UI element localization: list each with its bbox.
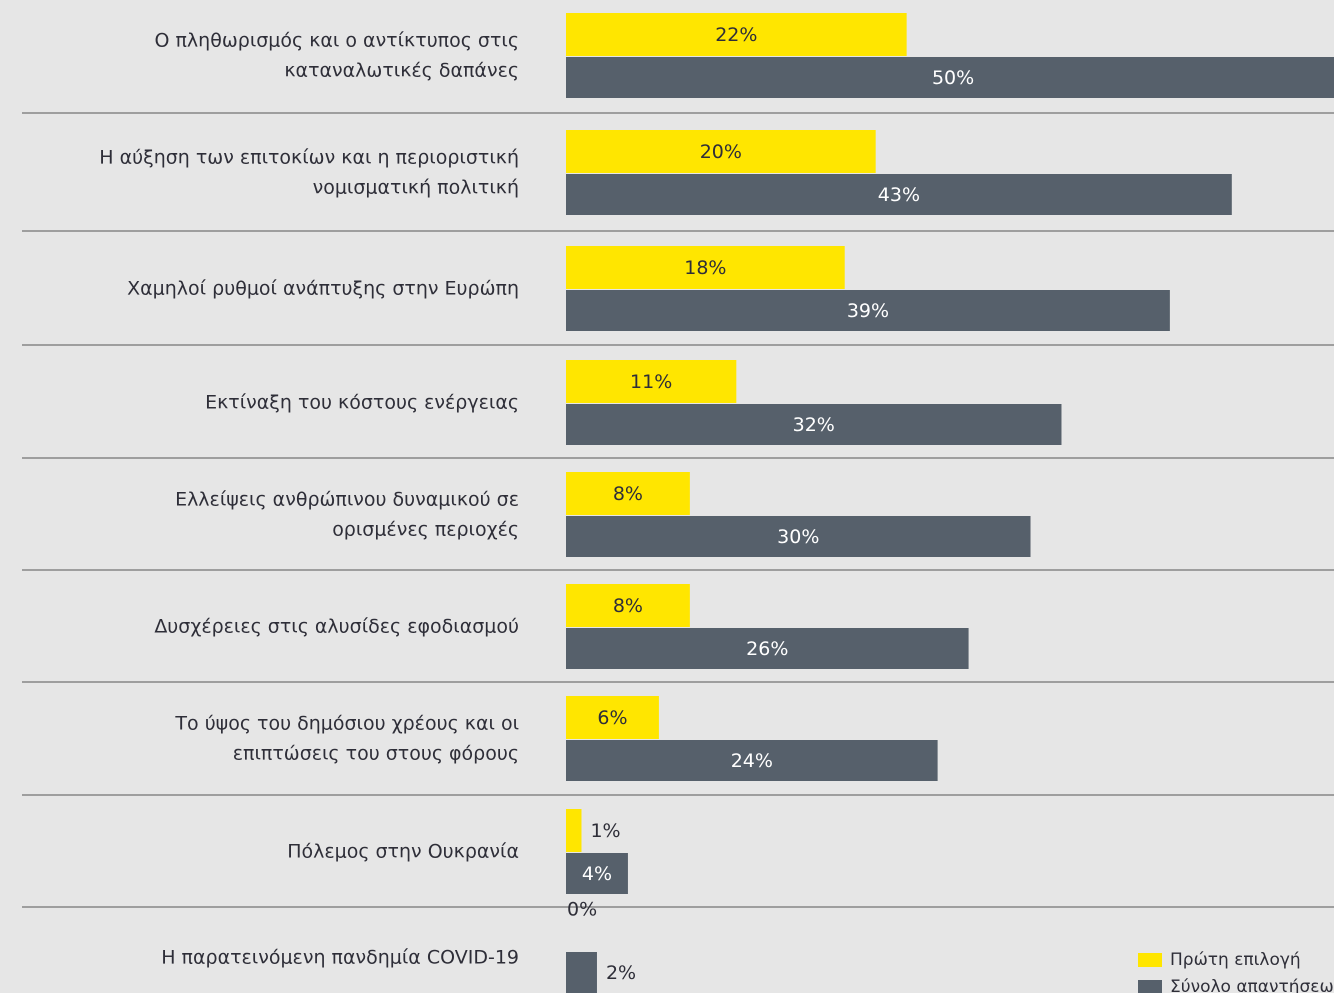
category-label: Η αύξηση των επιτοκίων και η περιοριστικ…: [99, 147, 519, 169]
value-label: 39%: [847, 300, 889, 322]
value-label: 26%: [746, 638, 788, 660]
bar: [566, 57, 1334, 98]
bar: [566, 174, 1232, 215]
bar: [566, 628, 969, 669]
value-label: 18%: [684, 257, 726, 279]
value-label: 43%: [878, 184, 920, 206]
bar: [566, 13, 907, 56]
category-label: νομισματική πολιτική: [313, 177, 519, 199]
value-label: 20%: [700, 141, 742, 163]
value-label: 1%: [590, 820, 620, 842]
value-label: 30%: [777, 526, 819, 548]
value-label: 2%: [606, 962, 636, 984]
category-label: Πόλεμος στην Ουκρανία: [287, 841, 519, 863]
category-label: Η παρατεινόμενη πανδημία COVID-19: [161, 947, 519, 969]
legend-label: Πρώτη επιλογή: [1170, 950, 1301, 970]
bar: [566, 516, 1031, 557]
bar: [566, 740, 938, 781]
category-label: Το ύψος του δημόσιου χρέους και οι: [174, 713, 519, 735]
value-label: 11%: [630, 371, 672, 393]
category-label: επιπτώσεις του στους φόρους: [233, 743, 519, 765]
legend-label: Σύνολο απαντήσεων: [1170, 977, 1334, 993]
value-label: 22%: [715, 24, 757, 46]
category-label: Ελλείψεις ανθρώπινου δυναμικού σε: [175, 489, 519, 511]
category-label: Εκτίναξη του κόστους ενέργειας: [205, 392, 519, 414]
bar: [566, 246, 845, 289]
bar: [566, 696, 659, 739]
category-label: Χαμηλοί ρυθμοί ανάπτυξης στην Ευρώπη: [127, 278, 519, 300]
bar: [566, 404, 1062, 445]
category-label: Δυσχέρειες στις αλυσίδες εφοδιασμού: [154, 616, 519, 638]
bar: [566, 952, 597, 993]
value-label: 50%: [932, 67, 974, 89]
bar: [566, 130, 876, 173]
value-label: 8%: [613, 595, 643, 617]
bar: [566, 809, 582, 852]
bar: [566, 290, 1170, 331]
legend-swatch: [1138, 953, 1162, 967]
value-label: 0%: [567, 899, 597, 921]
category-label: καταναλωτικές δαπάνες: [284, 60, 519, 82]
bar: [566, 584, 690, 627]
value-label: 4%: [582, 863, 612, 885]
bar: [566, 853, 628, 894]
category-label: Ο πληθωρισμός και ο αντίκτυπος στις: [155, 30, 520, 52]
value-label: 24%: [731, 750, 773, 772]
value-label: 32%: [793, 414, 835, 436]
value-label: 8%: [613, 483, 643, 505]
legend-swatch: [1138, 980, 1162, 993]
bar: [566, 472, 690, 515]
bar: [566, 360, 737, 403]
value-label: 6%: [597, 707, 627, 729]
category-label: ορισμένες περιοχές: [332, 519, 519, 541]
